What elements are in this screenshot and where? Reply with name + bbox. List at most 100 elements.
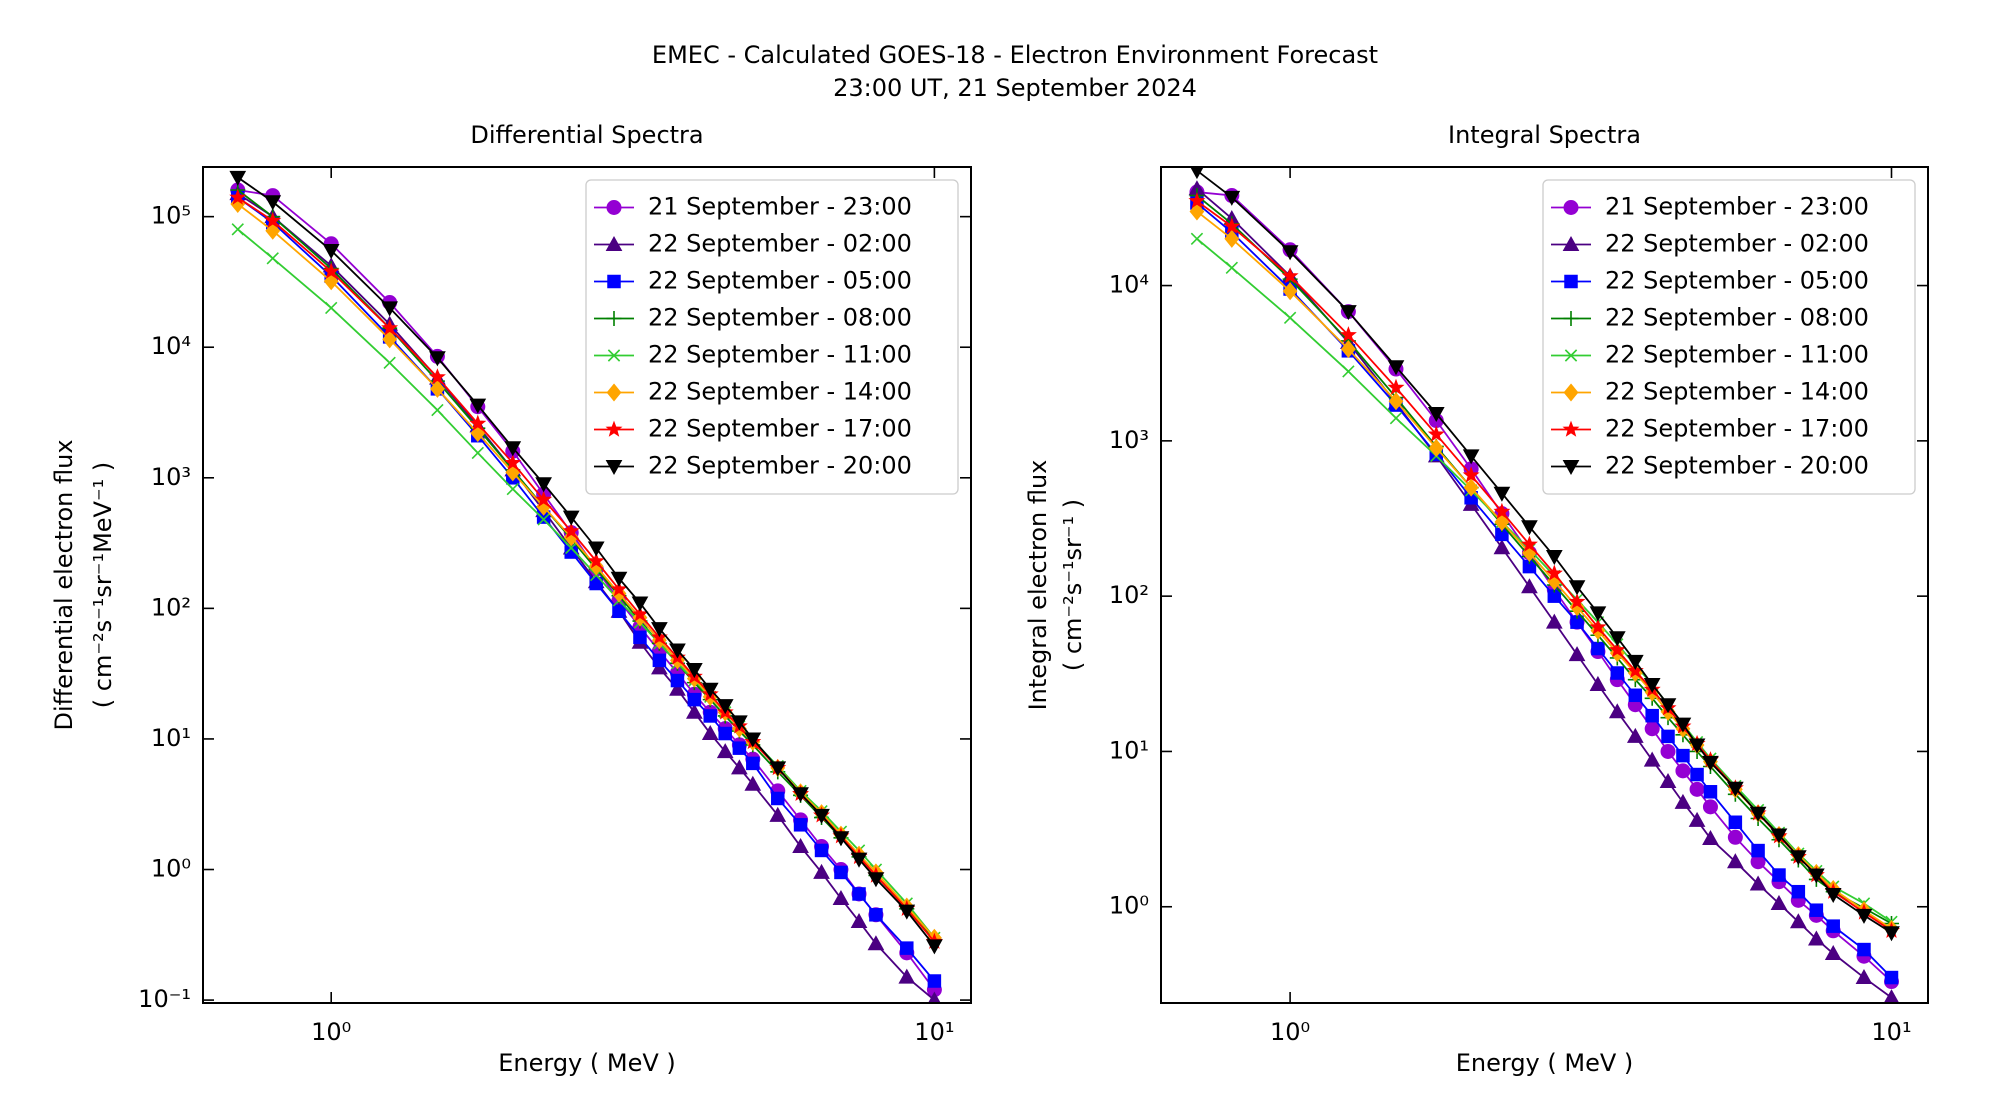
marker (633, 630, 647, 645)
marker (1568, 580, 1586, 596)
marker (1493, 539, 1511, 555)
marker (587, 541, 605, 557)
marker (1855, 908, 1873, 924)
plot-area (1188, 167, 1900, 1003)
legend-label: 22 September - 14:00 (648, 378, 912, 406)
legend-label: 21 September - 23:00 (648, 193, 912, 221)
axes-frame (202, 166, 972, 1004)
marker (1645, 708, 1659, 723)
marker (898, 968, 916, 984)
marker (814, 843, 829, 858)
marker (1281, 245, 1299, 261)
legend-label: 22 September - 17:00 (1605, 415, 1869, 443)
marker (1342, 365, 1355, 378)
marker (687, 692, 702, 707)
legend-marker (606, 383, 622, 402)
marker (1749, 806, 1767, 822)
legend-label: 22 September - 14:00 (1605, 378, 1869, 406)
legend-label: 21 September - 23:00 (1605, 193, 1869, 221)
y-tick-label: 10⁰ (1109, 892, 1149, 920)
x-tick-label: 10¹ (914, 1018, 954, 1046)
marker (1809, 903, 1824, 917)
marker (1387, 378, 1405, 395)
marker (744, 775, 762, 791)
legend-box (585, 179, 959, 495)
legend-label: 22 September - 08:00 (1605, 304, 1869, 332)
marker (1494, 513, 1510, 532)
marker (1568, 592, 1586, 609)
marker (1789, 850, 1807, 866)
marker (1589, 618, 1607, 635)
marker (1676, 748, 1690, 763)
legend-marker (605, 420, 623, 437)
marker (1643, 751, 1661, 767)
y-tick-label: 10² (1109, 581, 1149, 609)
marker (1643, 677, 1661, 693)
marker (834, 865, 848, 880)
marker (264, 211, 282, 228)
marker (535, 490, 553, 507)
marker (1462, 449, 1480, 465)
marker (686, 703, 703, 719)
legend-marker (1563, 383, 1579, 402)
marker (1520, 535, 1538, 552)
marker (537, 513, 550, 526)
marker (1462, 466, 1480, 483)
marker (1521, 578, 1538, 594)
marker (325, 301, 338, 315)
marker (813, 808, 830, 824)
marker (1189, 202, 1205, 221)
marker (322, 262, 340, 279)
marker (1791, 884, 1806, 899)
marker (1675, 763, 1691, 779)
marker (231, 223, 244, 236)
marker (1340, 305, 1357, 321)
legend-label: 22 September - 08:00 (648, 304, 912, 332)
marker (731, 759, 748, 775)
legend-label: 22 September - 05:00 (1605, 267, 1869, 295)
marker (535, 477, 552, 493)
marker (565, 541, 578, 555)
marker (732, 741, 747, 755)
marker (1570, 615, 1584, 629)
marker (382, 330, 398, 349)
marker (1727, 853, 1744, 869)
marker (1674, 717, 1692, 733)
marker (769, 761, 787, 777)
subplot-title: Integral Spectra (1448, 121, 1641, 149)
y-tick-label: 10⁰ (151, 855, 191, 883)
marker (1339, 326, 1357, 343)
marker (1750, 854, 1766, 870)
marker (1770, 828, 1788, 844)
marker (587, 552, 605, 569)
x-tick-label: 10⁰ (311, 1018, 351, 1046)
marker (1883, 989, 1900, 1003)
marker (562, 522, 580, 539)
legend-label: 22 September - 20:00 (1605, 452, 1869, 480)
marker (898, 904, 916, 920)
legend-marker (1562, 460, 1580, 476)
x-tick-label: 10¹ (1871, 1018, 1911, 1046)
marker (381, 319, 399, 336)
marker (1427, 425, 1445, 442)
legend: 21 September - 23:00 22 September - 02:00… (585, 179, 959, 495)
marker (1884, 970, 1899, 985)
marker (927, 974, 942, 988)
marker (1463, 478, 1479, 497)
marker (1428, 438, 1444, 458)
marker (1857, 942, 1871, 957)
marker (562, 510, 580, 526)
marker (471, 446, 484, 460)
axes-frame (1160, 166, 1929, 1004)
legend-marker (606, 311, 622, 326)
marker (867, 872, 885, 888)
marker (383, 356, 396, 369)
legend: 21 September - 23:00 22 September - 02:00… (1542, 179, 1916, 495)
x-axis-label: Energy ( MeV ) (498, 1049, 676, 1077)
marker (1427, 407, 1445, 423)
marker (850, 852, 868, 868)
marker (1608, 703, 1626, 719)
legend-marker (1564, 349, 1578, 362)
marker (631, 596, 649, 612)
y-axis-label: Differential electron flux (50, 439, 78, 730)
